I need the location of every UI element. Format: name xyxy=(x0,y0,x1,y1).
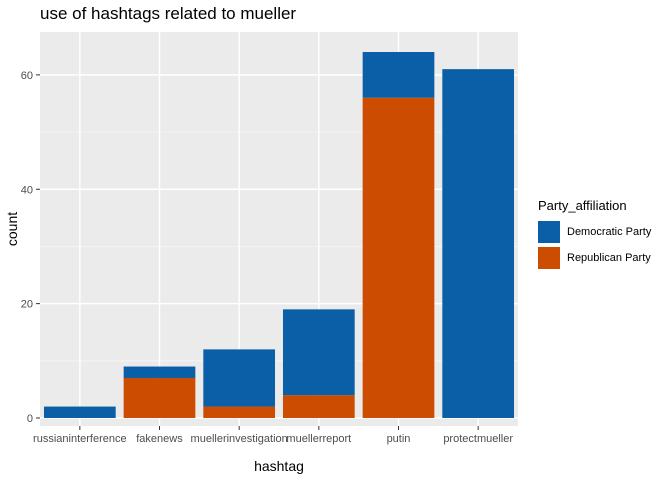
bar-democratic-party-russianinterference xyxy=(43,406,116,418)
y-tick-label: 0 xyxy=(27,413,33,425)
chart-title: use of hashtags related to mueller xyxy=(40,4,297,23)
x-axis: russianinterference fakenews muellerinvest… xyxy=(33,426,513,445)
x-tick-label: muellerreport xyxy=(286,433,351,445)
bar-republican-party-muellerinvestigation xyxy=(203,406,276,418)
bars xyxy=(43,52,515,418)
bar-republican-party-muellerreport xyxy=(282,395,355,418)
legend-title: Party_affiliation xyxy=(538,198,627,213)
minor-gridlines xyxy=(40,131,518,362)
bar-democratic-party-muellerinvestigation xyxy=(203,349,276,407)
bar-democratic-party-muellerreport xyxy=(282,309,355,396)
legend-swatch-republican xyxy=(538,247,560,269)
x-tick-label: fakenews xyxy=(136,433,183,445)
y-axis-label: count xyxy=(4,212,20,246)
legend-swatch-democratic xyxy=(538,221,560,243)
bar-democratic-party-putin xyxy=(362,52,435,98)
plot-panel xyxy=(40,32,518,426)
x-axis-label: hashtag xyxy=(254,458,304,474)
bar-democratic-party-fakenews xyxy=(123,366,196,378)
bar-democratic-party-protectmueller xyxy=(442,69,515,418)
bar-republican-party-putin xyxy=(362,97,435,418)
legend-label-republican: Republican Party xyxy=(567,252,651,264)
legend-label-democratic: Democratic Party xyxy=(567,226,652,238)
bar-republican-party-fakenews xyxy=(123,377,196,418)
x-tick-label: protectmueller xyxy=(443,433,513,445)
x-tick-label: muellerinvestigation xyxy=(191,433,288,445)
legend-item-republican: Republican Party xyxy=(538,245,651,271)
legend: Party_affiliation Democratic Party Repub… xyxy=(538,198,651,271)
y-tick-label: 20 xyxy=(21,299,33,311)
y-axis: 0 20 40 60 xyxy=(21,70,40,425)
x-tick-label: russianinterference xyxy=(33,433,127,445)
legend-item-democratic: Democratic Party xyxy=(538,219,651,245)
y-tick-label: 60 xyxy=(21,70,33,82)
y-tick-label: 40 xyxy=(21,184,33,196)
x-tick-label: putin xyxy=(387,433,411,445)
